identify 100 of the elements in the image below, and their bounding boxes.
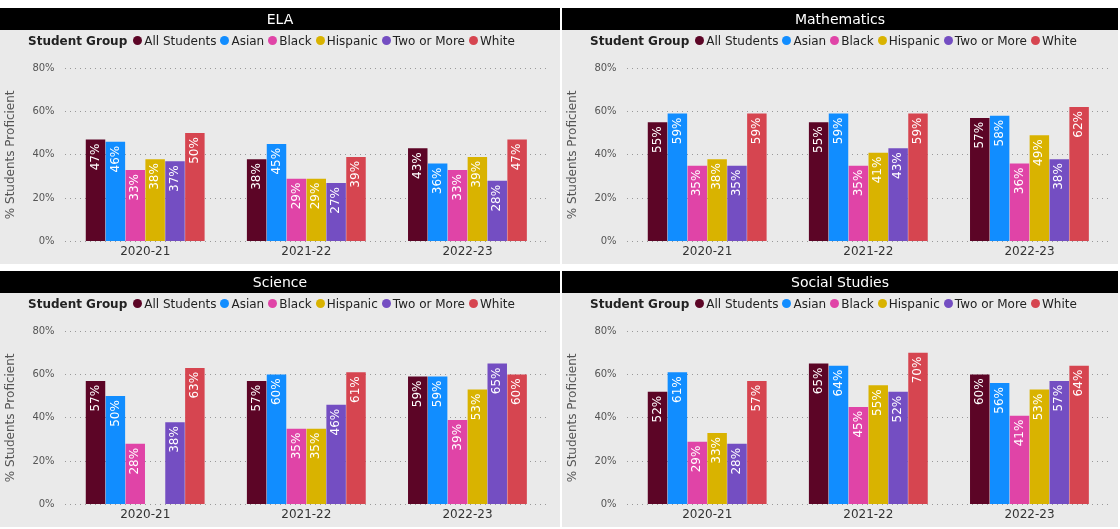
x-tick-label: 2020-21 (682, 243, 733, 258)
bar (970, 373, 990, 504)
y-tick-label: 0% (600, 497, 617, 509)
legend-label: Two or More (391, 296, 465, 311)
legend-label: Black (840, 34, 874, 48)
chart-title: Social Studies (562, 270, 1118, 293)
bar (1049, 380, 1069, 504)
bar (647, 391, 668, 504)
data-label: 39% (348, 160, 363, 188)
bar (828, 113, 849, 242)
y-axis-title: % Students Proficient (3, 352, 18, 482)
legend-title: Student Group (28, 296, 128, 311)
y-tick-label: 20% (594, 454, 617, 466)
data-label: 58% (991, 119, 1006, 147)
data-label: 43% (409, 152, 424, 179)
data-label: 37% (167, 165, 182, 192)
x-tick-label: 2022-23 (442, 243, 493, 258)
y-tick-label: 60% (32, 367, 55, 379)
data-label: 59% (669, 117, 684, 145)
data-label: 62% (1071, 111, 1086, 138)
legend-label: Hispanic (325, 296, 378, 311)
x-tick-label: 2022-23 (1004, 243, 1055, 258)
data-label: 39% (449, 423, 464, 451)
bar (989, 382, 1010, 504)
data-label: 33% (127, 173, 142, 201)
data-label: 70% (910, 356, 925, 383)
data-label: 41% (870, 156, 885, 184)
bar (667, 371, 688, 504)
data-label: 60% (509, 377, 524, 405)
data-label: 57% (971, 121, 986, 149)
bar (85, 139, 106, 242)
data-label: 38% (1051, 163, 1066, 190)
chart-title: Mathematics (562, 8, 1118, 30)
data-label: 60% (268, 377, 283, 405)
bar (888, 148, 908, 242)
bar (747, 380, 767, 504)
data-label: 47% (87, 143, 102, 171)
data-label: 45% (850, 410, 865, 438)
bar (246, 380, 267, 504)
data-label: 35% (288, 432, 303, 459)
data-label: 35% (689, 169, 704, 197)
bar (908, 352, 928, 504)
legend-label: Two or More (953, 296, 1027, 311)
data-label: 29% (308, 182, 323, 210)
bar (1069, 365, 1089, 504)
bar (85, 380, 106, 504)
bar (989, 115, 1010, 242)
y-tick-label: 0% (38, 235, 55, 247)
data-label: 53% (1031, 393, 1046, 420)
bar (808, 122, 829, 242)
data-label: 36% (429, 167, 444, 195)
bar (266, 143, 287, 242)
data-label: 29% (288, 182, 303, 210)
legend-label: Black (278, 296, 312, 311)
bar (747, 113, 767, 242)
data-label: 57% (1051, 384, 1066, 412)
bar (105, 141, 126, 242)
data-label: 46% (107, 145, 122, 173)
data-label: 63% (186, 371, 201, 399)
y-tick-label: 60% (594, 104, 617, 116)
bar (266, 373, 287, 504)
data-label: 60% (971, 377, 986, 405)
legend-label: All Students (705, 34, 779, 48)
data-label: 35% (850, 169, 865, 197)
bar (165, 161, 185, 242)
x-tick-label: 2021-22 (843, 506, 894, 521)
data-label: 59% (409, 380, 424, 407)
legend-label: White (478, 34, 515, 48)
data-label: 28% (489, 184, 504, 212)
y-tick-label: 80% (594, 61, 617, 73)
bar (467, 389, 488, 504)
bar (408, 148, 428, 242)
bar (346, 156, 366, 242)
bar (1029, 135, 1050, 242)
y-tick-label: 0% (600, 235, 617, 247)
y-tick-label: 40% (594, 148, 617, 160)
x-tick-label: 2022-23 (442, 506, 493, 521)
y-tick-label: 80% (32, 324, 55, 336)
data-label: 55% (649, 126, 664, 153)
legend-label: Asian (230, 34, 265, 48)
data-label: 59% (429, 380, 444, 407)
data-label: 47% (509, 143, 524, 171)
bar (888, 391, 908, 504)
data-label: 41% (1011, 419, 1026, 446)
bar (828, 365, 849, 504)
data-label: 39% (469, 160, 484, 188)
data-label: 56% (991, 386, 1006, 414)
data-label: 35% (729, 169, 744, 197)
data-label: 52% (890, 395, 905, 422)
legend-label: Black (278, 34, 312, 48)
data-label: 59% (910, 117, 925, 145)
data-label: 45% (268, 147, 283, 175)
bar (346, 371, 366, 504)
data-label: 50% (107, 399, 122, 427)
data-label: 59% (830, 117, 845, 145)
y-tick-label: 80% (32, 61, 55, 73)
legend-label: White (1040, 34, 1077, 48)
legend-label: Asian (230, 296, 265, 311)
legend-label: Hispanic (887, 34, 940, 48)
data-label: 38% (167, 425, 182, 453)
